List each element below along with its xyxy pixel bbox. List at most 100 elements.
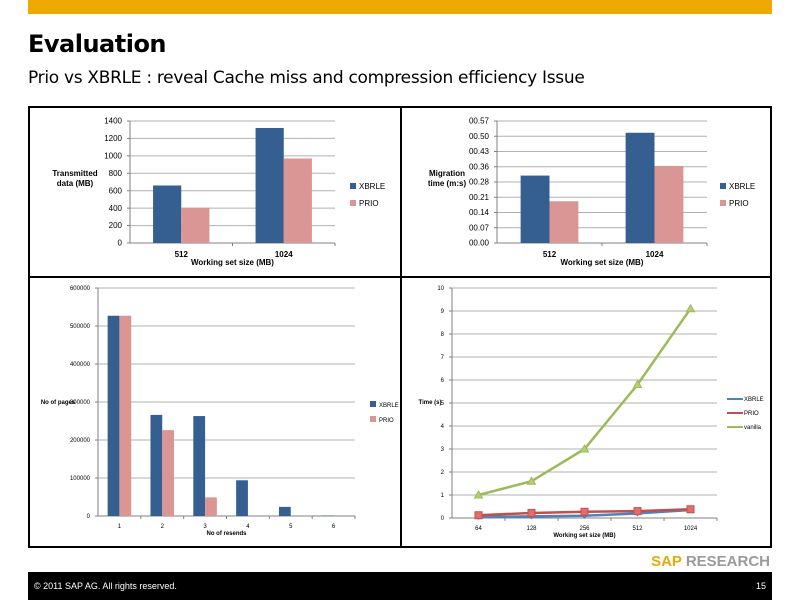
x-tick-label: 256 [579,526,590,532]
y-tick-label: 1200 [104,134,122,143]
x-tick-label: 1 [118,524,122,530]
chart-transmitted-data: 0 200 400 600 800 1000 1200 1400 512 1024Working … [30,108,400,276]
legend-label-prio: PRIO [359,199,379,208]
bar-xbrle [520,175,550,243]
y-tick-label: 10 [437,286,444,292]
bar-xbrle [236,480,248,516]
legend-swatch-xbrle [720,183,726,189]
y-tick-label: 600000 [70,286,91,292]
bar-xbrle [107,315,120,516]
bar-prio [549,201,579,243]
legend-label-xbrle: XBRLE [359,182,385,191]
x-tick-label: 1024 [646,250,664,259]
x-tick-label: 2 [161,524,165,530]
y-tick-label: 600 [109,186,123,195]
y-tick-label: 2 [441,470,445,476]
bar-prio [205,497,217,516]
y-axis-title: Time (s) [419,400,442,406]
chart-resends: 0 100000 200000 300000 400000 500000 600000 1 2 3… [30,278,400,546]
y-tick-label: 9 [441,309,445,315]
marker-vanilla [685,303,696,313]
bar-prio [283,158,312,243]
bar-prio [119,315,132,516]
legend-swatch-prio [370,416,376,422]
legend-label-xbrle: XBRLE [379,403,399,409]
y-tick-label: 1000 [104,152,122,161]
brand-sap: SAP [651,553,682,570]
x-tick-label: 4 [246,524,250,530]
y-tick-label: 4 [441,424,445,430]
y-tick-label: 00.57 [469,117,490,126]
y-axis-title: data (MB) [57,179,94,188]
y-tick-label: 00.14 [469,208,490,217]
legend-label-prio: PRIO [379,418,394,424]
y-tick-label: 500000 [70,324,91,330]
horizontal-divider [30,276,770,278]
sap-research-logo: SAP RESEARCH [651,553,770,570]
y-tick-label: 00.28 [469,178,490,187]
y-tick-label: 0 [441,516,445,522]
y-tick-label: 0 [118,239,123,248]
legend-label-prio: PRIO [729,199,749,208]
y-axis-title: time (m:s) [428,179,467,188]
y-tick-label: 7 [441,355,445,361]
y-tick-label: 3 [441,447,445,453]
bar-xbrle [278,506,291,516]
marker-vanilla [526,476,537,485]
page-number: 15 [755,581,766,591]
bar-xbrle [193,416,206,516]
y-tick-label: 00.00 [469,239,490,248]
marker-vanilla [473,489,484,499]
y-tick-label: 200000 [70,438,91,444]
marker-prio [580,507,589,516]
y-tick-label: 400 [109,204,123,213]
y-tick-label: 1 [441,493,445,499]
y-tick-label: 00.43 [469,147,490,156]
marker-prio [474,511,483,520]
y-tick-label: 100000 [70,476,91,482]
bar-xbrle [150,414,163,516]
x-tick-label: 128 [526,526,537,532]
vertical-divider [400,108,402,546]
x-tick-label: 6 [332,524,336,530]
x-axis-title: No of resends [206,531,247,537]
chart-time-line: 0 1 2 3 4 5 6 7 8 9 10 64 128 256 512 1024 Working set s… [402,278,770,546]
y-tick-label: 00.21 [469,193,490,202]
y-tick-label: 0 [87,514,91,520]
x-tick-label: 64 [475,526,482,532]
slide-subtitle: Prio vs XBRLE : reveal Cache miss and co… [28,68,585,88]
x-tick-label: 512 [175,250,189,259]
x-tick-label: 5 [289,524,293,530]
bar-prio [162,430,175,516]
legend-label-xbrle: XBRLE [729,182,755,191]
x-axis-title: Working set size (MB) [191,258,274,267]
x-tick-label: 512 [632,526,643,532]
legend-label-prio: PRIO [744,411,759,417]
legend-swatch-prio [720,200,726,206]
legend-swatch-xbrle [370,401,376,407]
charts-frame: 0 200 400 600 800 1000 1200 1400 512 1024 Working … [28,106,772,548]
y-axis-title: Transmitted [52,169,97,178]
y-tick-label: 800 [109,169,123,178]
y-tick-label: 00.36 [469,162,490,171]
legend-swatch-xbrle [350,183,356,189]
y-axis-title: No of pages [41,400,76,406]
marker-vanilla [579,443,590,453]
copyright-text: © 2011 SAP AG. All rights reserved. [34,581,177,591]
bar-xbrle [153,185,182,243]
y-tick-label: 200 [109,221,123,230]
y-tick-label: 6 [441,378,445,384]
marker-prio [686,505,695,514]
x-axis-title: Working set size (MB) [553,533,615,539]
y-tick-label: 300000 [70,400,91,406]
y-axis-title: Migration [429,169,465,178]
bar-xbrle [255,127,284,243]
legend-swatch-prio [350,200,356,206]
y-tick-label: 8 [441,332,445,338]
y-tick-label: 400000 [70,362,91,368]
y-tick-label: 5 [441,401,445,407]
slide-title: Evaluation [28,30,167,58]
y-tick-label: 1400 [104,117,122,126]
marker-vanilla [632,379,643,389]
brand-research: RESEARCH [685,553,770,570]
